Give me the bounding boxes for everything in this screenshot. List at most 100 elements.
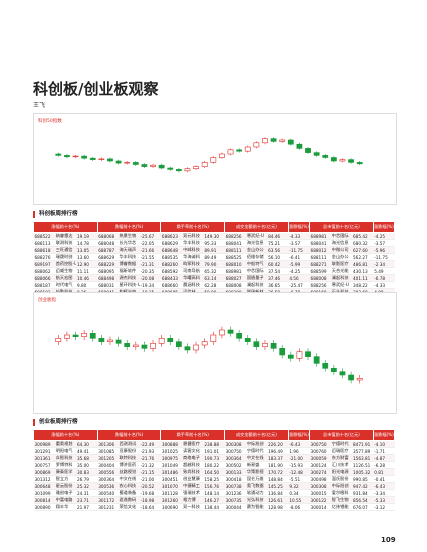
table-cell: 301231 [97, 503, 119, 511]
candle-body [89, 333, 96, 339]
table-cell: 688498 [97, 274, 119, 282]
candle-body [184, 346, 191, 351]
table-cell: 中文在线 [245, 454, 268, 462]
table-cell: 晨涵科技 [182, 281, 204, 289]
candle-body [219, 153, 225, 158]
table-cell: -8.06 [288, 503, 310, 511]
table-cell: 雅创电子 [54, 489, 76, 497]
table-cell: 君逸数码 [118, 496, 140, 504]
table-cell: 300059 [309, 454, 331, 462]
table-cell: 众智科技 [54, 454, 76, 462]
table-cell: 华曙高科 [182, 274, 204, 282]
table-cell: 35.68 [75, 454, 98, 462]
candle-body [262, 138, 268, 144]
table-cell: -21.93 [139, 447, 161, 455]
candle-body [72, 334, 79, 337]
table-row: 300814 中富电路 23.71 301172 君逸数码 -18.98 301260 格力博… [33, 496, 395, 504]
table-row: 688187 时代电气 9.80 688031 星环科技-U -19.34 688660 晨涵… [33, 281, 395, 289]
table-cell: -6.43 [373, 482, 395, 490]
table-cell: 宁德时代 [330, 440, 353, 448]
table-cell: 10.46 [75, 274, 98, 282]
table-cell: -11.75 [373, 253, 395, 261]
table-cell: -12.48 [288, 468, 310, 476]
table-cell: 301085 [97, 447, 119, 455]
table-cell: 128.98 [267, 503, 289, 511]
table-cell: 中富电路 [54, 496, 76, 504]
candle-body [72, 155, 79, 158]
table-cell: 300044 [224, 503, 246, 511]
table-row: 301361 众智科技 35.68 301205 联特科技 -21.76 300975 商络电… [33, 454, 395, 462]
table-cell: 300274 [309, 468, 331, 476]
table-cell: 中微公司 [330, 246, 353, 254]
table-cell: 300750 [309, 440, 331, 448]
table-cell: 348.22 [352, 281, 374, 289]
table-cell: 30.83 [75, 468, 98, 476]
table-cell: 读客文化 [182, 447, 204, 455]
table-cell: 翔丰华 [54, 503, 76, 511]
candle-body [313, 356, 320, 364]
table-cell: 301291 [33, 447, 55, 455]
table-cell: 长光华芯 [118, 239, 140, 247]
candle-body [193, 166, 199, 169]
table-cell: 稳健医疗 [182, 440, 204, 448]
table-cell: -21.76 [139, 454, 161, 462]
table-cell: 迈瑞医疗 [330, 447, 353, 455]
table-cell: -3.12 [373, 503, 395, 511]
table-cell: 856.54 [352, 496, 374, 504]
candle-body [356, 162, 363, 165]
candle-body [322, 363, 329, 369]
table-row: 300869 康泰医学 30.83 300556 丝路视觉 -21.15 301486 致尚科… [33, 468, 395, 476]
table-cell: -0.41 [373, 475, 395, 483]
header-cell: 涨跌幅(%) [372, 221, 396, 233]
table-cell: 热景生物 [118, 232, 140, 240]
header-cell: 成交金额前十名(亿元) [224, 429, 289, 441]
table-cell: 688031 [97, 281, 119, 289]
table-cell: 智飞生物 [330, 496, 353, 504]
table-cell: 1.96 [288, 447, 310, 455]
chart-label: 科创50指数 [38, 117, 62, 124]
candle-body [348, 159, 354, 163]
table-cell: -1.71 [373, 447, 395, 455]
table-cell: -21.31 [139, 260, 161, 268]
table-cell: 海天瑞声 [118, 246, 140, 254]
table-cell: 688048 [97, 239, 119, 247]
table-cell: 301306 [97, 440, 119, 448]
table-cell: 金山办公 [245, 246, 268, 254]
candle-body [210, 334, 217, 342]
table-cell: 301025 [160, 447, 183, 455]
candle-body [132, 344, 139, 347]
table-cell: 东方财富 [330, 454, 353, 462]
table-cell: 164.50 [203, 468, 225, 476]
table-cell: 首药控股-U [54, 260, 76, 268]
table-cell: -4.33 [288, 232, 310, 240]
author: 王飞 [33, 102, 46, 109]
table-cell: 0.34 [288, 489, 310, 497]
table-row: 688062 迈威生物 11.11 688095 福昕软件 -20.35 688592 司南导… [33, 267, 395, 275]
table-cell: 华海诚科 [182, 253, 204, 261]
table-cell: 23.71 [75, 496, 98, 504]
table-cell: 688041 [309, 239, 331, 247]
table-cell: 温氏股份 [330, 475, 353, 483]
table-cell: 300757 [33, 461, 55, 469]
table-cell: 瑞晟时创 [54, 253, 76, 261]
table-cell: 688599 [309, 267, 331, 275]
table-cell: -15.93 [288, 461, 310, 469]
table-cell: 强瑞技术 [182, 489, 204, 497]
table-cell: 12.90 [75, 260, 98, 268]
candle-body [262, 343, 268, 347]
table-cell: 300418 [224, 475, 246, 483]
candle-body [244, 146, 251, 152]
table-cell: 49.41 [75, 447, 98, 455]
table-cell: 14.78 [75, 239, 98, 247]
table-cell: 华策影视 [245, 468, 268, 476]
table-cell: 1005.32 [352, 468, 374, 476]
candle-body [98, 338, 105, 342]
candle-body [107, 339, 113, 342]
table-cell: 商络电子 [182, 454, 204, 462]
candle-body [132, 162, 139, 165]
table-cell: 双一科技 [182, 503, 204, 511]
table-cell: 196.49 [267, 447, 289, 455]
candle-body [107, 158, 113, 162]
table-cell: 688027 [224, 274, 246, 282]
